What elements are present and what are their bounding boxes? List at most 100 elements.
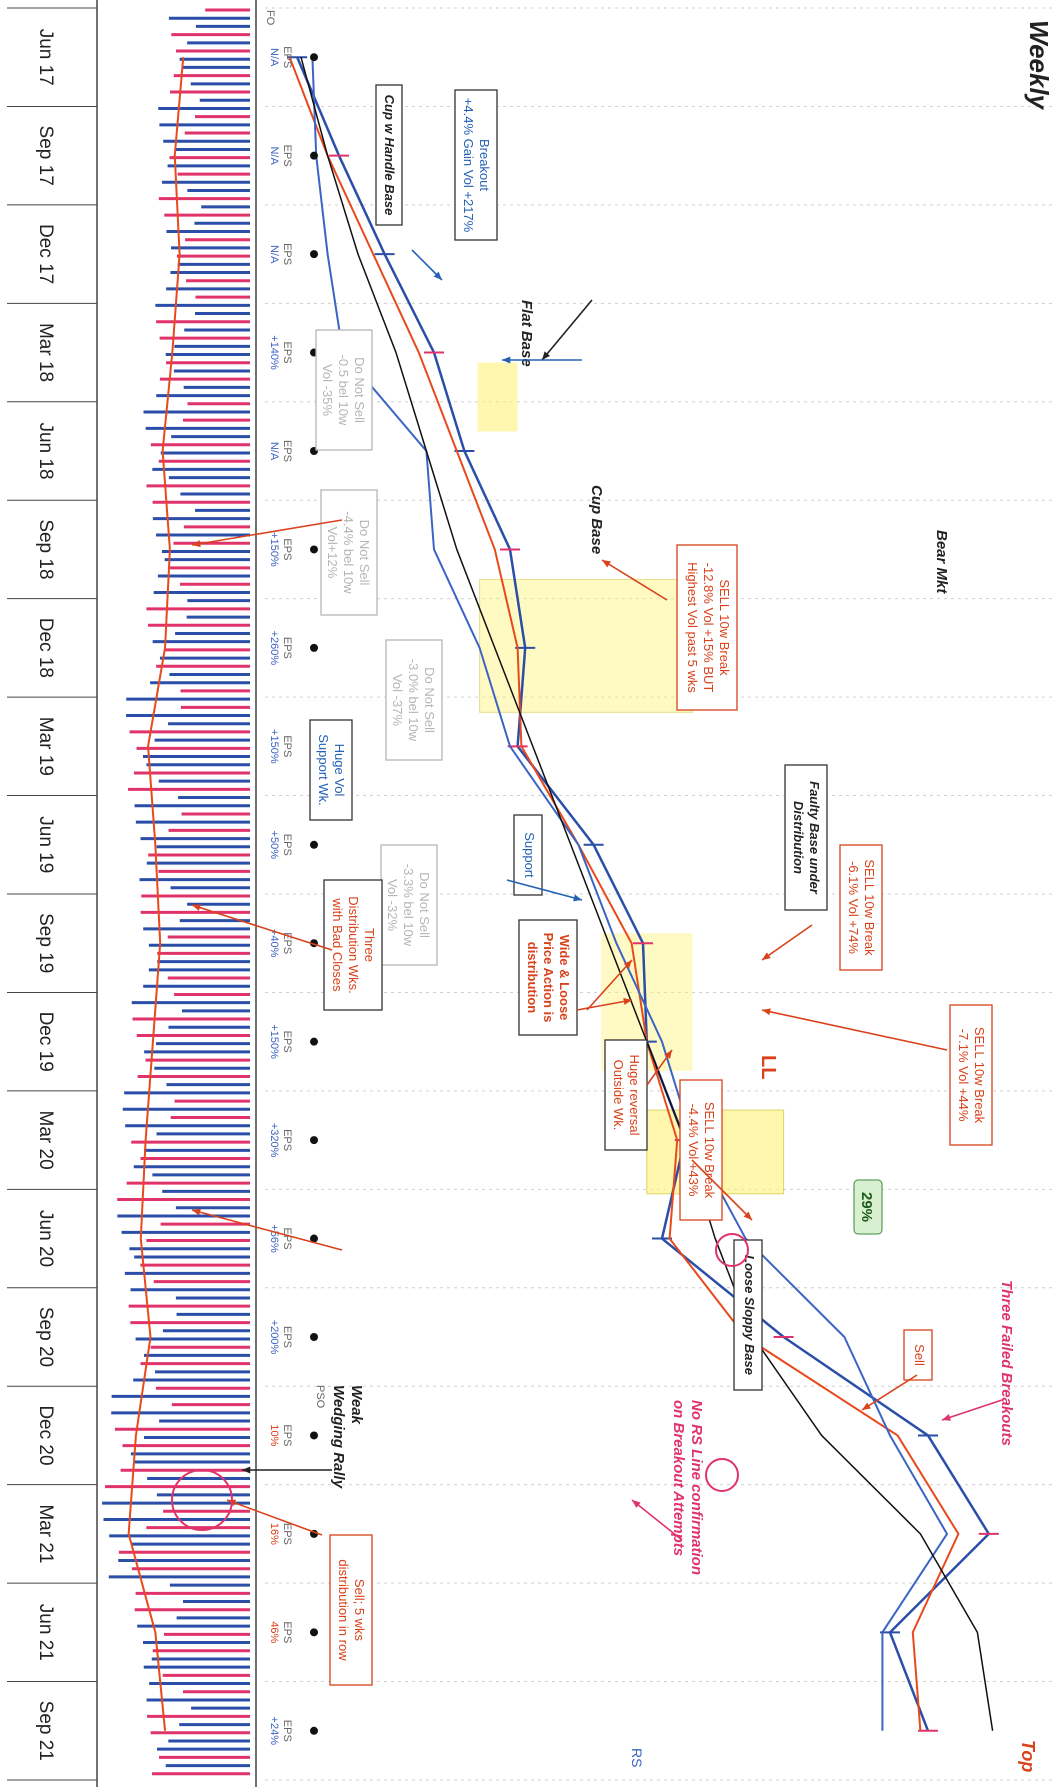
annotation-text: with Bad Closes (330, 897, 345, 992)
arrowhead (762, 952, 771, 960)
eps-label: EPS (281, 1326, 293, 1348)
eps-label: EPS (281, 1424, 293, 1446)
date-label: Dec 19 (35, 1012, 56, 1072)
eps-label: EPS (281, 1621, 293, 1643)
eps-value: +320% (268, 1123, 280, 1158)
eps-dot (310, 1628, 318, 1637)
eps-value: +50% (268, 831, 280, 860)
date-label: Dec 20 (35, 1405, 56, 1465)
annotation-flat_base: Flat Base (518, 300, 535, 367)
annotation-box (839, 844, 883, 971)
annotation-text: Huge reversal (627, 1055, 642, 1136)
eps-label: EPS (281, 932, 293, 954)
eps-entry: EPS+320% (268, 1123, 318, 1158)
annotation-arrow (601, 559, 668, 601)
annotation-bear_mkt: Bear Mkt (933, 530, 950, 594)
annotation-box (315, 329, 373, 451)
annotation-text: -7.1% Vol +44% (956, 1029, 971, 1122)
arrowhead (664, 1050, 672, 1059)
eps-dot (310, 840, 318, 849)
volume-bars (102, 8, 250, 1776)
eps-dot (310, 643, 318, 652)
annotation-text: Do Not Sell (357, 520, 372, 586)
date-label: Mar 21 (35, 1504, 56, 1563)
annotation-text: -4.4% bel 10w (341, 511, 356, 594)
annotation-arrow (691, 1159, 753, 1221)
plot-area: Jun 17 Sep 17 Dec 17 Mar 18 Jun 18 Sep 18 Dec … (7, 0, 1054, 1787)
eps-row: EPSN/AEPSN/AEPSN/AEPS+140%EPSN/AEPS+150%… (268, 46, 318, 1745)
eps-dot (310, 1431, 318, 1440)
annotation-arrow (941, 1399, 1003, 1421)
annotation-text: Price Action is (541, 933, 556, 1023)
eps-dot (310, 53, 318, 62)
eps-entry: EPS+150% (268, 532, 318, 567)
volume-circle (171, 1469, 233, 1531)
eps-dot (310, 1726, 318, 1735)
annotation-text: +4.4% Gain Vol +217% (461, 98, 476, 233)
annotation-box (513, 814, 543, 896)
eps-value: +200% (268, 1320, 280, 1355)
annotation-text: Outside Wk. (611, 1060, 626, 1131)
eps-value: +150% (268, 1024, 280, 1059)
annotation-text: Vol -35% (320, 364, 335, 416)
annotation-text: Sell; 5 wks (352, 1579, 367, 1642)
eps-value: +40% (268, 929, 280, 958)
annotation-text: Breakout (477, 139, 492, 191)
arrowhead (433, 271, 442, 280)
pct-badge: 29% (853, 1179, 883, 1235)
chart-title: Weekly (1024, 20, 1054, 111)
arrowhead (602, 560, 611, 568)
date-label: Sep 17 (35, 126, 56, 186)
annotation-sell_44: SELL 10w Break-4.4% Vol +43% (679, 1079, 723, 1221)
annotation-cup_handle: Cup w Handle Base (375, 84, 403, 226)
rs-circle (705, 1458, 739, 1492)
annotation-sell_128: SELL 10w Break-12.8% Vol +15% BUTHighest… (676, 544, 738, 711)
eps-dot (310, 1037, 318, 1046)
date-label: Mar 20 (35, 1111, 56, 1170)
annotation-text: Weak (348, 1385, 365, 1425)
eps-entry: EPS+200% (268, 1320, 318, 1355)
eps-value: +140% (268, 335, 280, 370)
date-label: Jun 17 (35, 29, 56, 86)
arrowhead (743, 1211, 752, 1220)
annotation-text: Do Not Sell (352, 357, 367, 423)
annotation-text: Wide & Loose (557, 935, 572, 1021)
annotation-text: -0.5 bel 10w (336, 355, 351, 426)
highlight-boxes (477, 362, 785, 1195)
annotation-text: SELL 10w Break (972, 1027, 987, 1124)
date-axis: Jun 17 Sep 17 Dec 17 Mar 18 Jun 18 Sep 18 Dec … (35, 29, 56, 1761)
date-label: Mar 18 (35, 323, 56, 382)
eps-label: EPS (281, 1129, 293, 1151)
annotation-text: Distribution (791, 801, 806, 874)
annotation-arrow (191, 519, 343, 546)
eps-label: EPS (281, 1031, 293, 1053)
annotations: Weekly Top RS FO PSO 29% LL Breakout+4.4% Gain … (171, 10, 1054, 1772)
annotation-sell_71: SELL 10w Break-7.1% Vol +44% (949, 1004, 993, 1146)
date-label: Mar 19 (35, 717, 56, 776)
annotation-cup_base: Cup Base (588, 485, 605, 554)
annotation-text: Do Not Sell (422, 667, 437, 733)
arrowhead (573, 894, 582, 902)
arrowhead (192, 904, 201, 911)
annotation-text: -12.8% Vol +15% BUT (701, 563, 716, 693)
eps-value: 16% (268, 1523, 280, 1545)
annotation-text: Three (362, 928, 377, 962)
annotation-text: SELL 10w Break (702, 1102, 717, 1199)
ll-label: LL (757, 1055, 779, 1079)
price-line (296, 56, 991, 1732)
arrowhead (862, 1402, 871, 1410)
annotation-arrow (541, 299, 593, 361)
volume-moving-average (127, 57, 185, 1731)
eps-dot (310, 250, 318, 259)
